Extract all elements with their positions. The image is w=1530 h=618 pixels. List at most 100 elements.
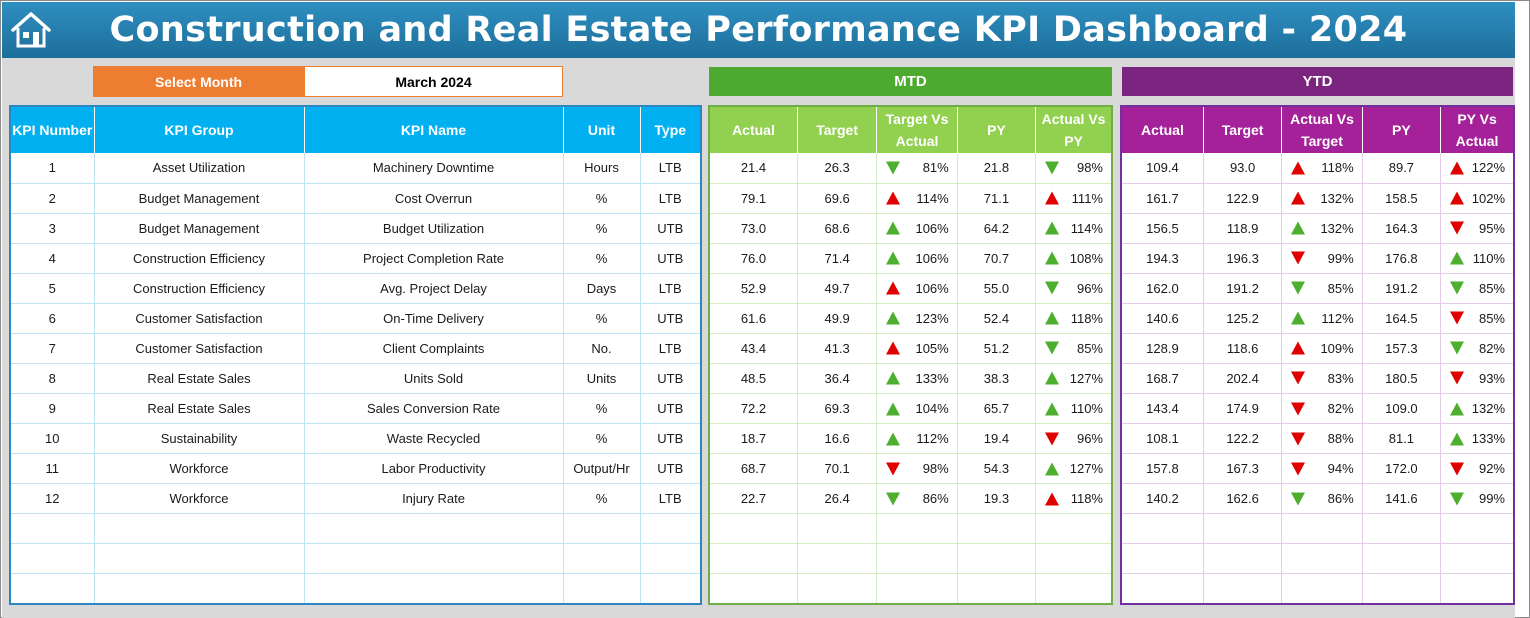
table-row: 12 Workforce Injury Rate% LTB <box>10 483 702 515</box>
ytd-py: 164.5 <box>1362 303 1442 334</box>
mtd-target: 26.4 <box>797 483 878 515</box>
table-row: 1 Asset Utilization Machinery Downtime Hour… <box>10 153 702 184</box>
kpi-group: Budget Management <box>94 213 305 244</box>
trend-down-icon <box>886 492 901 506</box>
empty-row <box>10 513 702 545</box>
kpi-number: 2 <box>10 183 95 214</box>
table-row: 68.7 70.1 98% 54.3 127% <box>709 453 1113 485</box>
table-row: 21.4 26.3 81% 21.8 98% <box>709 153 1113 184</box>
kpi-number: 8 <box>10 363 95 395</box>
kpi-type: UTB <box>640 393 702 425</box>
mtd-actual-vs-py: 118% <box>1035 303 1113 334</box>
empty-cell <box>563 543 641 575</box>
mtd-target-vs-actual-value: 123% <box>915 310 949 326</box>
kpi-type: UTB <box>640 453 702 485</box>
trend-down-icon <box>1450 281 1465 295</box>
ytd-target: 125.2 <box>1203 303 1283 334</box>
table-row: 4 Construction Efficiency Project Completi… <box>10 243 702 274</box>
ytd-actual-vs-target: 132% <box>1281 183 1363 214</box>
kpi-unit: % <box>563 423 641 455</box>
mtd-target: 16.6 <box>797 423 878 455</box>
ytd-header-1: Target <box>1203 106 1283 153</box>
mtd-banner: MTD <box>709 67 1112 96</box>
empty-cell <box>1203 513 1283 545</box>
mtd-actual-vs-py: 111% <box>1035 183 1113 214</box>
kpi-unit: No. <box>563 333 641 364</box>
mtd-header-4: Actual Vs PY <box>1035 106 1113 153</box>
empty-cell <box>640 543 702 575</box>
kpi-group: Real Estate Sales <box>94 393 305 425</box>
trend-up-icon <box>1045 251 1060 265</box>
trend-up-icon <box>1450 191 1465 205</box>
trend-down-icon <box>1045 281 1060 295</box>
table-row: 156.5 118.9 132% 164.3 95% <box>1121 213 1515 244</box>
kpi-number: 6 <box>10 303 95 334</box>
ytd-py-vs-actual-value: 132% <box>1471 401 1505 417</box>
mtd-target-vs-actual: 86% <box>876 483 958 515</box>
ytd-actual-vs-target-value: 88% <box>1327 431 1354 447</box>
mtd-target-vs-actual-value: 106% <box>915 250 949 266</box>
kpi-name: Waste Recycled <box>304 423 564 455</box>
mtd-py: 21.8 <box>957 153 1037 184</box>
mtd-actual-vs-py-value: 111% <box>1071 190 1103 206</box>
ytd-py-vs-actual-value: 92% <box>1478 461 1505 477</box>
table-row: 128.9 118.6 109% 157.3 82% <box>1121 333 1515 364</box>
ytd-py-vs-actual-value: 85% <box>1478 280 1505 296</box>
kpi-name: Cost Overrun <box>304 183 564 214</box>
kpi-header-4: Type <box>640 106 702 153</box>
empty-row <box>709 543 1113 575</box>
month-selector[interactable]: March 2024 <box>304 66 563 97</box>
empty-cell <box>957 573 1037 605</box>
empty-cell <box>304 543 564 575</box>
empty-cell <box>876 543 958 575</box>
mtd-actual: 18.7 <box>709 423 798 455</box>
empty-cell <box>10 573 95 605</box>
kpi-type: UTB <box>640 303 702 334</box>
ytd-py: 164.3 <box>1362 213 1442 244</box>
empty-cell <box>10 513 95 545</box>
trend-up-icon <box>886 281 901 295</box>
ytd-actual: 156.5 <box>1121 213 1204 244</box>
ytd-py-vs-actual-value: 93% <box>1478 370 1505 386</box>
mtd-actual: 68.7 <box>709 453 798 485</box>
ytd-target: 174.9 <box>1203 393 1283 425</box>
ytd-actual-vs-target-value: 86% <box>1327 491 1354 507</box>
empty-row <box>1121 543 1515 575</box>
trend-down-icon <box>1045 341 1060 355</box>
trend-down-icon <box>1291 432 1306 446</box>
mtd-actual-vs-py: 127% <box>1035 363 1113 395</box>
trend-down-icon <box>1045 432 1060 446</box>
ytd-actual-vs-target: 132% <box>1281 213 1363 244</box>
ytd-py: 176.8 <box>1362 243 1442 274</box>
home-icon[interactable] <box>10 10 52 50</box>
kpi-type: LTB <box>640 153 702 184</box>
empty-cell <box>1035 513 1113 545</box>
empty-cell <box>797 573 878 605</box>
empty-row <box>709 573 1113 605</box>
table-row: 157.8 167.3 94% 172.0 92% <box>1121 453 1515 485</box>
mtd-actual: 43.4 <box>709 333 798 364</box>
trend-up-icon <box>1045 191 1060 205</box>
mtd-target-vs-actual: 114% <box>876 183 958 214</box>
kpi-number: 12 <box>10 483 95 515</box>
empty-cell <box>640 513 702 545</box>
mtd-actual-vs-py: 96% <box>1035 423 1113 455</box>
kpi-group: Real Estate Sales <box>94 363 305 395</box>
trend-up-icon <box>1450 432 1465 446</box>
mtd-actual-vs-py: 110% <box>1035 393 1113 425</box>
empty-cell <box>709 543 798 575</box>
ytd-py: 89.7 <box>1362 153 1442 184</box>
mtd-actual-vs-py: 114% <box>1035 213 1113 244</box>
kpi-group: Budget Management <box>94 183 305 214</box>
trend-up-icon <box>1450 161 1465 175</box>
ytd-py-vs-actual-value: 99% <box>1478 491 1505 507</box>
empty-cell <box>1121 543 1204 575</box>
mtd-actual-vs-py-value: 110% <box>1070 401 1103 417</box>
empty-row <box>709 513 1113 545</box>
mtd-actual: 22.7 <box>709 483 798 515</box>
trend-up-icon <box>886 311 901 325</box>
kpi-type: UTB <box>640 243 702 274</box>
kpi-name: Avg. Project Delay <box>304 273 564 304</box>
kpi-type: UTB <box>640 213 702 244</box>
ytd-actual-vs-target: 109% <box>1281 333 1363 364</box>
